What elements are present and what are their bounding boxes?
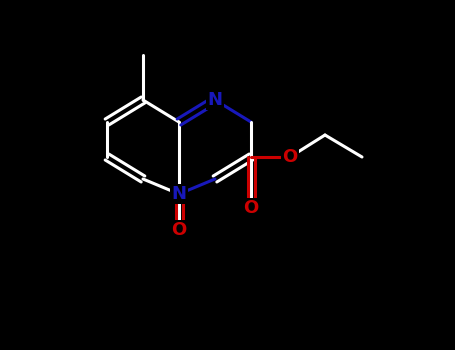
Text: N: N [207, 91, 222, 109]
Text: N: N [172, 185, 187, 203]
Text: O: O [283, 148, 298, 166]
Text: O: O [243, 199, 258, 217]
Text: O: O [172, 221, 187, 239]
